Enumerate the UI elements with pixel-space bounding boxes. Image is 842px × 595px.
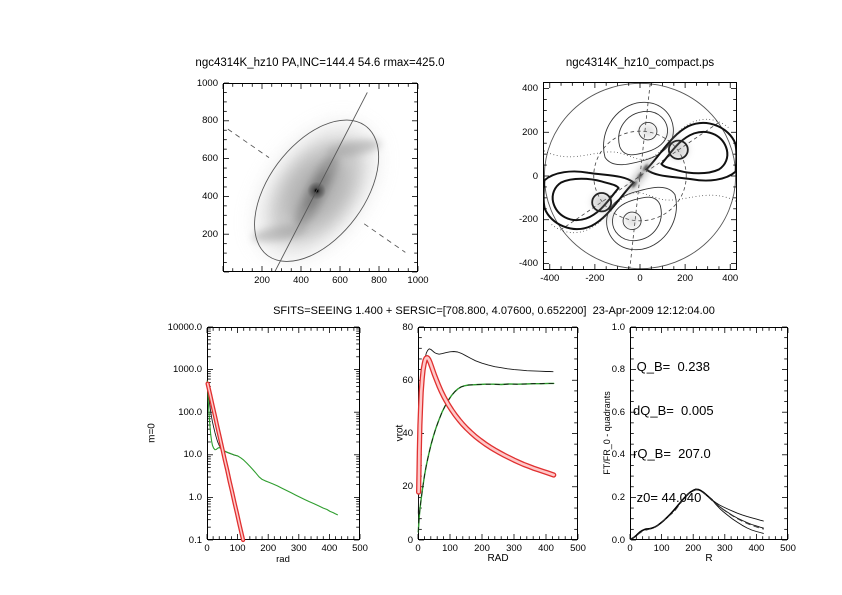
stat-dQB: dQ_B= 0.005 [633,402,714,418]
tick-label: 100 [442,543,458,554]
tick-label: 600 [202,153,218,165]
tick-label: 400 [293,275,309,286]
tick-label: 800 [202,115,218,127]
tick-label: 20 [402,481,413,493]
title-fit-summary: SFITS=SEEING 1.400 + SERSIC=[708.800, 4.… [273,305,715,317]
series-quadrant_mid [711,499,764,529]
fit-statistics-block: Q_B= 0.238 dQ_B= 0.005 rQ_B= 207.0 z0= 4… [633,331,714,520]
tick-label: 400 [202,190,218,202]
plot-rotation-curve-axes [416,326,579,541]
tick-label: 200 [677,273,694,284]
tick-label: 400 [522,83,538,95]
tick-label: 80 [402,321,413,333]
series-bulge_sersic [206,382,244,541]
tick-label: 10.0 [183,449,203,461]
tick-label: 0 [637,273,643,284]
tick-label: 0.6 [611,406,625,418]
tick-label: 400 [538,543,554,554]
series-vrot_bulge [417,356,555,494]
tick-label: 0.1 [188,534,202,546]
tick-label: 0 [532,170,538,182]
tick-label: 200 [260,543,277,554]
series-vrot_total [417,348,554,514]
ylabel-m0: m=0 [146,423,158,443]
fitted-ellipse-overlay [254,119,380,262]
title-residual-contours: ngc4314K_hz10_compact.ps [565,57,715,69]
series-model_dashed [630,489,764,540]
dashed-axis-line-vertical [629,83,651,269]
ylabel-ft-fr0-quadrants: FT/FR_0 - quadrants [602,391,612,475]
galaxy-image-art [227,92,406,272]
series-disk [206,380,338,516]
series-quadrant_lo [711,499,764,534]
series-quadrant_hi [711,499,764,522]
tick-label: 400 [321,543,338,554]
tick-label: 1.0 [611,321,625,333]
tick-label: -200 [518,214,538,226]
tick-label: 300 [290,543,307,554]
tick-label: -400 [518,257,538,269]
tick-label: 0 [415,543,421,554]
tick-label: 200 [202,228,218,240]
tick-label: 0.4 [611,449,625,461]
plot-residual-contours-axes [543,82,737,270]
tick-label: 200 [685,543,702,554]
minor-axis-dashed-lower [363,223,406,253]
tick-label: 400 [748,543,765,554]
series-vrot_bulge [416,355,557,495]
tick-label: 500 [780,543,796,554]
tick-label: 0 [407,534,413,546]
tick-label: 10000.0 [167,321,202,333]
tick-label: 600 [332,275,348,286]
stat-rQB: rQ_B= 207.0 [633,446,711,461]
series-vrot_disk_dash [417,383,555,533]
tick-label: 0.2 [611,491,625,503]
tick-label: 0 [204,543,210,554]
minor-axis-dashed-upper [227,128,270,159]
tick-label: 100 [229,543,246,554]
title-galaxy-image: ngc4314K_hz10 PA,INC=144.4 54.6 rmax=425… [195,57,445,69]
dashed-radius-circle [593,130,687,222]
xlabel-rad: rad [276,554,290,565]
tick-label: 200 [522,126,538,138]
tick-label: 300 [506,543,522,554]
tick-label: 0 [627,543,633,554]
dashed-axis-line-horizontal [561,122,719,230]
stat-QB: Q_B= 0.238 [633,359,710,374]
major-axis-line [274,92,368,272]
tick-label: 1000.0 [172,364,202,376]
xlabel-R: R [705,553,713,564]
tick-label: 200 [254,275,270,286]
xlabel-RAD: RAD [487,553,509,564]
tick-label: 300 [716,543,733,554]
stat-z0: z0= 44.040 [633,489,702,505]
plot-galaxy-image-axes [222,82,419,273]
tick-label: -200 [585,273,605,284]
series-vrot_disk [417,382,555,533]
tick-label: 500 [352,543,368,554]
tick-label: 100 [653,543,670,554]
tick-label: 1.0 [188,491,202,503]
tick-label: 800 [371,275,387,286]
plot-fourier-quadrants-axes [629,326,789,541]
tick-label: 100.0 [178,406,202,418]
tick-label: 60 [402,374,413,386]
plot-surface-brightness-axes [205,326,361,543]
tick-label: -400 [540,273,560,284]
tick-label: 1000 [196,77,218,89]
tick-label: 200 [474,543,490,554]
tick-label: 0.0 [611,534,625,546]
tick-label: 1000 [407,275,429,286]
tick-label: 0.8 [611,364,625,376]
tick-label: 40 [402,428,413,439]
tick-label: 400 [722,273,739,284]
tick-label: 500 [570,543,586,554]
